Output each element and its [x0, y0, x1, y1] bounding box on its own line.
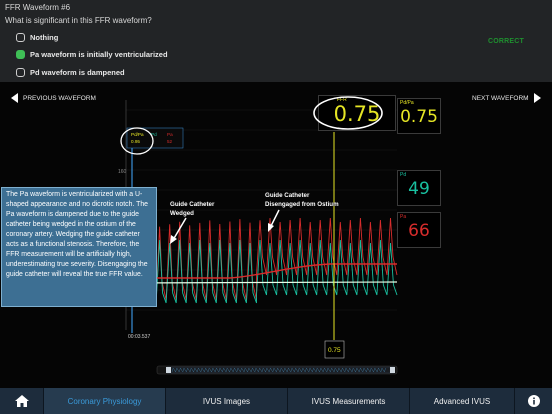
- next-waveform-label: NEXT WAVEFORM: [472, 94, 529, 102]
- explanation-popup: The Pa waveform is ventricularized with …: [1, 187, 157, 307]
- pd-waveform: [125, 239, 398, 304]
- checkbox-icon[interactable]: [16, 67, 25, 77]
- triangle-left-icon: [11, 93, 18, 103]
- option-label: Nothing: [30, 32, 59, 42]
- ffr-value: 0.75: [333, 102, 381, 126]
- info-button[interactable]: [515, 388, 552, 414]
- pdpa-label: Pd/Pa: [400, 100, 414, 106]
- marker-pa-value: 52: [167, 139, 173, 144]
- marker-readout-box: [126, 127, 184, 149]
- pa-mean-line: [126, 263, 397, 279]
- pa-waveform-trace: [125, 217, 398, 301]
- annotation-disengaged: Guide Catheter Disengaged from Ostium: [265, 192, 339, 232]
- option-label: Pd waveform is dampened: [30, 67, 125, 77]
- grid-lines: [126, 109, 397, 311]
- y-tick-label: 160: [118, 169, 127, 175]
- pa-waveform: [125, 217, 398, 301]
- option-pa-ventricularized[interactable]: Pa waveform is initially ventricularized: [16, 48, 168, 60]
- pd-value: 49: [408, 179, 430, 199]
- question-text: What is significant in this FFR waveform…: [5, 16, 152, 25]
- pdpa-panel: Pd/Pa 0.75: [397, 98, 441, 134]
- pdpa-value: 0.75: [400, 107, 438, 127]
- marker-pdpa-label: Pd/Pa: [131, 132, 144, 137]
- next-waveform-button[interactable]: NEXT WAVEFORM: [472, 93, 541, 103]
- scrubber-handle-left[interactable]: [166, 367, 171, 373]
- pd-panel: Pd 49: [397, 170, 441, 206]
- checkbox-icon[interactable]: [16, 32, 25, 42]
- tab-ivus-measurements[interactable]: IVUS Measurements: [288, 388, 410, 414]
- bottom-tab-bar: Coronary Physiology IVUS Images IVUS Mea…: [0, 388, 552, 414]
- tab-advanced-ivus[interactable]: Advanced IVUS: [410, 388, 515, 414]
- pa-label: Pa: [400, 214, 407, 220]
- option-nothing[interactable]: Nothing: [16, 31, 58, 43]
- marker-pa-label: Pa: [167, 132, 173, 137]
- cursor-ffr-value: 0.75: [328, 347, 341, 354]
- pd-waveform-trace: [125, 239, 398, 304]
- mean-pressure-lines: [125, 263, 398, 284]
- marker-pd-label: Pd: [151, 132, 157, 137]
- marker-pdpa-value: 0.95: [131, 139, 140, 144]
- question-panel: FFR Waveform #6 What is significant in t…: [0, 0, 552, 82]
- tab-coronary-physiology[interactable]: Coronary Physiology: [44, 388, 166, 414]
- result-status: CORRECT: [488, 38, 525, 45]
- pd-mean-line: [125, 281, 398, 284]
- pa-value: 66: [408, 221, 430, 241]
- info-icon: [527, 395, 540, 407]
- option-pd-dampened[interactable]: Pd waveform is dampened: [16, 66, 125, 78]
- ffr-panel: FFR 0.75: [318, 95, 396, 131]
- arrow-icon: [172, 217, 187, 241]
- ffr-highlight-circle: [313, 96, 383, 130]
- cursor-readout-box: [324, 340, 345, 359]
- waveform-plot[interactable]: 160 80 Pd/Pa 0.95 Pd Pa 52 00:03.537 Gui…: [0, 82, 552, 388]
- previous-waveform-button[interactable]: PREVIOUS WAVEFORM: [11, 93, 96, 103]
- home-button[interactable]: [0, 388, 44, 414]
- arrow-head-icon: [170, 235, 177, 244]
- annotation-text-line1: Guide Catheter: [170, 201, 215, 208]
- annotation-text-line1: Guide Catheter: [265, 192, 310, 199]
- tab-ivus-images[interactable]: IVUS Images: [166, 388, 288, 414]
- time-label: 00:03.537: [128, 334, 150, 340]
- option-label: Pa waveform is initially ventricularized: [30, 49, 168, 59]
- mini-waveform-trace: [171, 367, 386, 373]
- annotation-wedged: Guide Catheter Wedged: [170, 201, 215, 244]
- annotation-text-line2: Disengaged from Ostium: [265, 201, 339, 208]
- scrubber-handle-right[interactable]: [390, 367, 395, 373]
- waveform-title: FFR Waveform #6: [5, 3, 71, 12]
- previous-waveform-label: PREVIOUS WAVEFORM: [23, 94, 96, 102]
- marker-highlight-circle: [120, 127, 154, 155]
- ffr-label: FFR: [337, 97, 347, 103]
- pd-label: Pd: [400, 172, 407, 178]
- home-icon: [14, 395, 29, 407]
- timeline-mini-waveform: [171, 367, 386, 373]
- arrow-head-icon: [268, 223, 274, 232]
- triangle-right-icon: [533, 93, 541, 103]
- checkbox-checked-icon[interactable]: [16, 49, 25, 59]
- annotation-text-line2: Wedged: [170, 210, 194, 217]
- pa-panel: Pa 66: [397, 212, 441, 248]
